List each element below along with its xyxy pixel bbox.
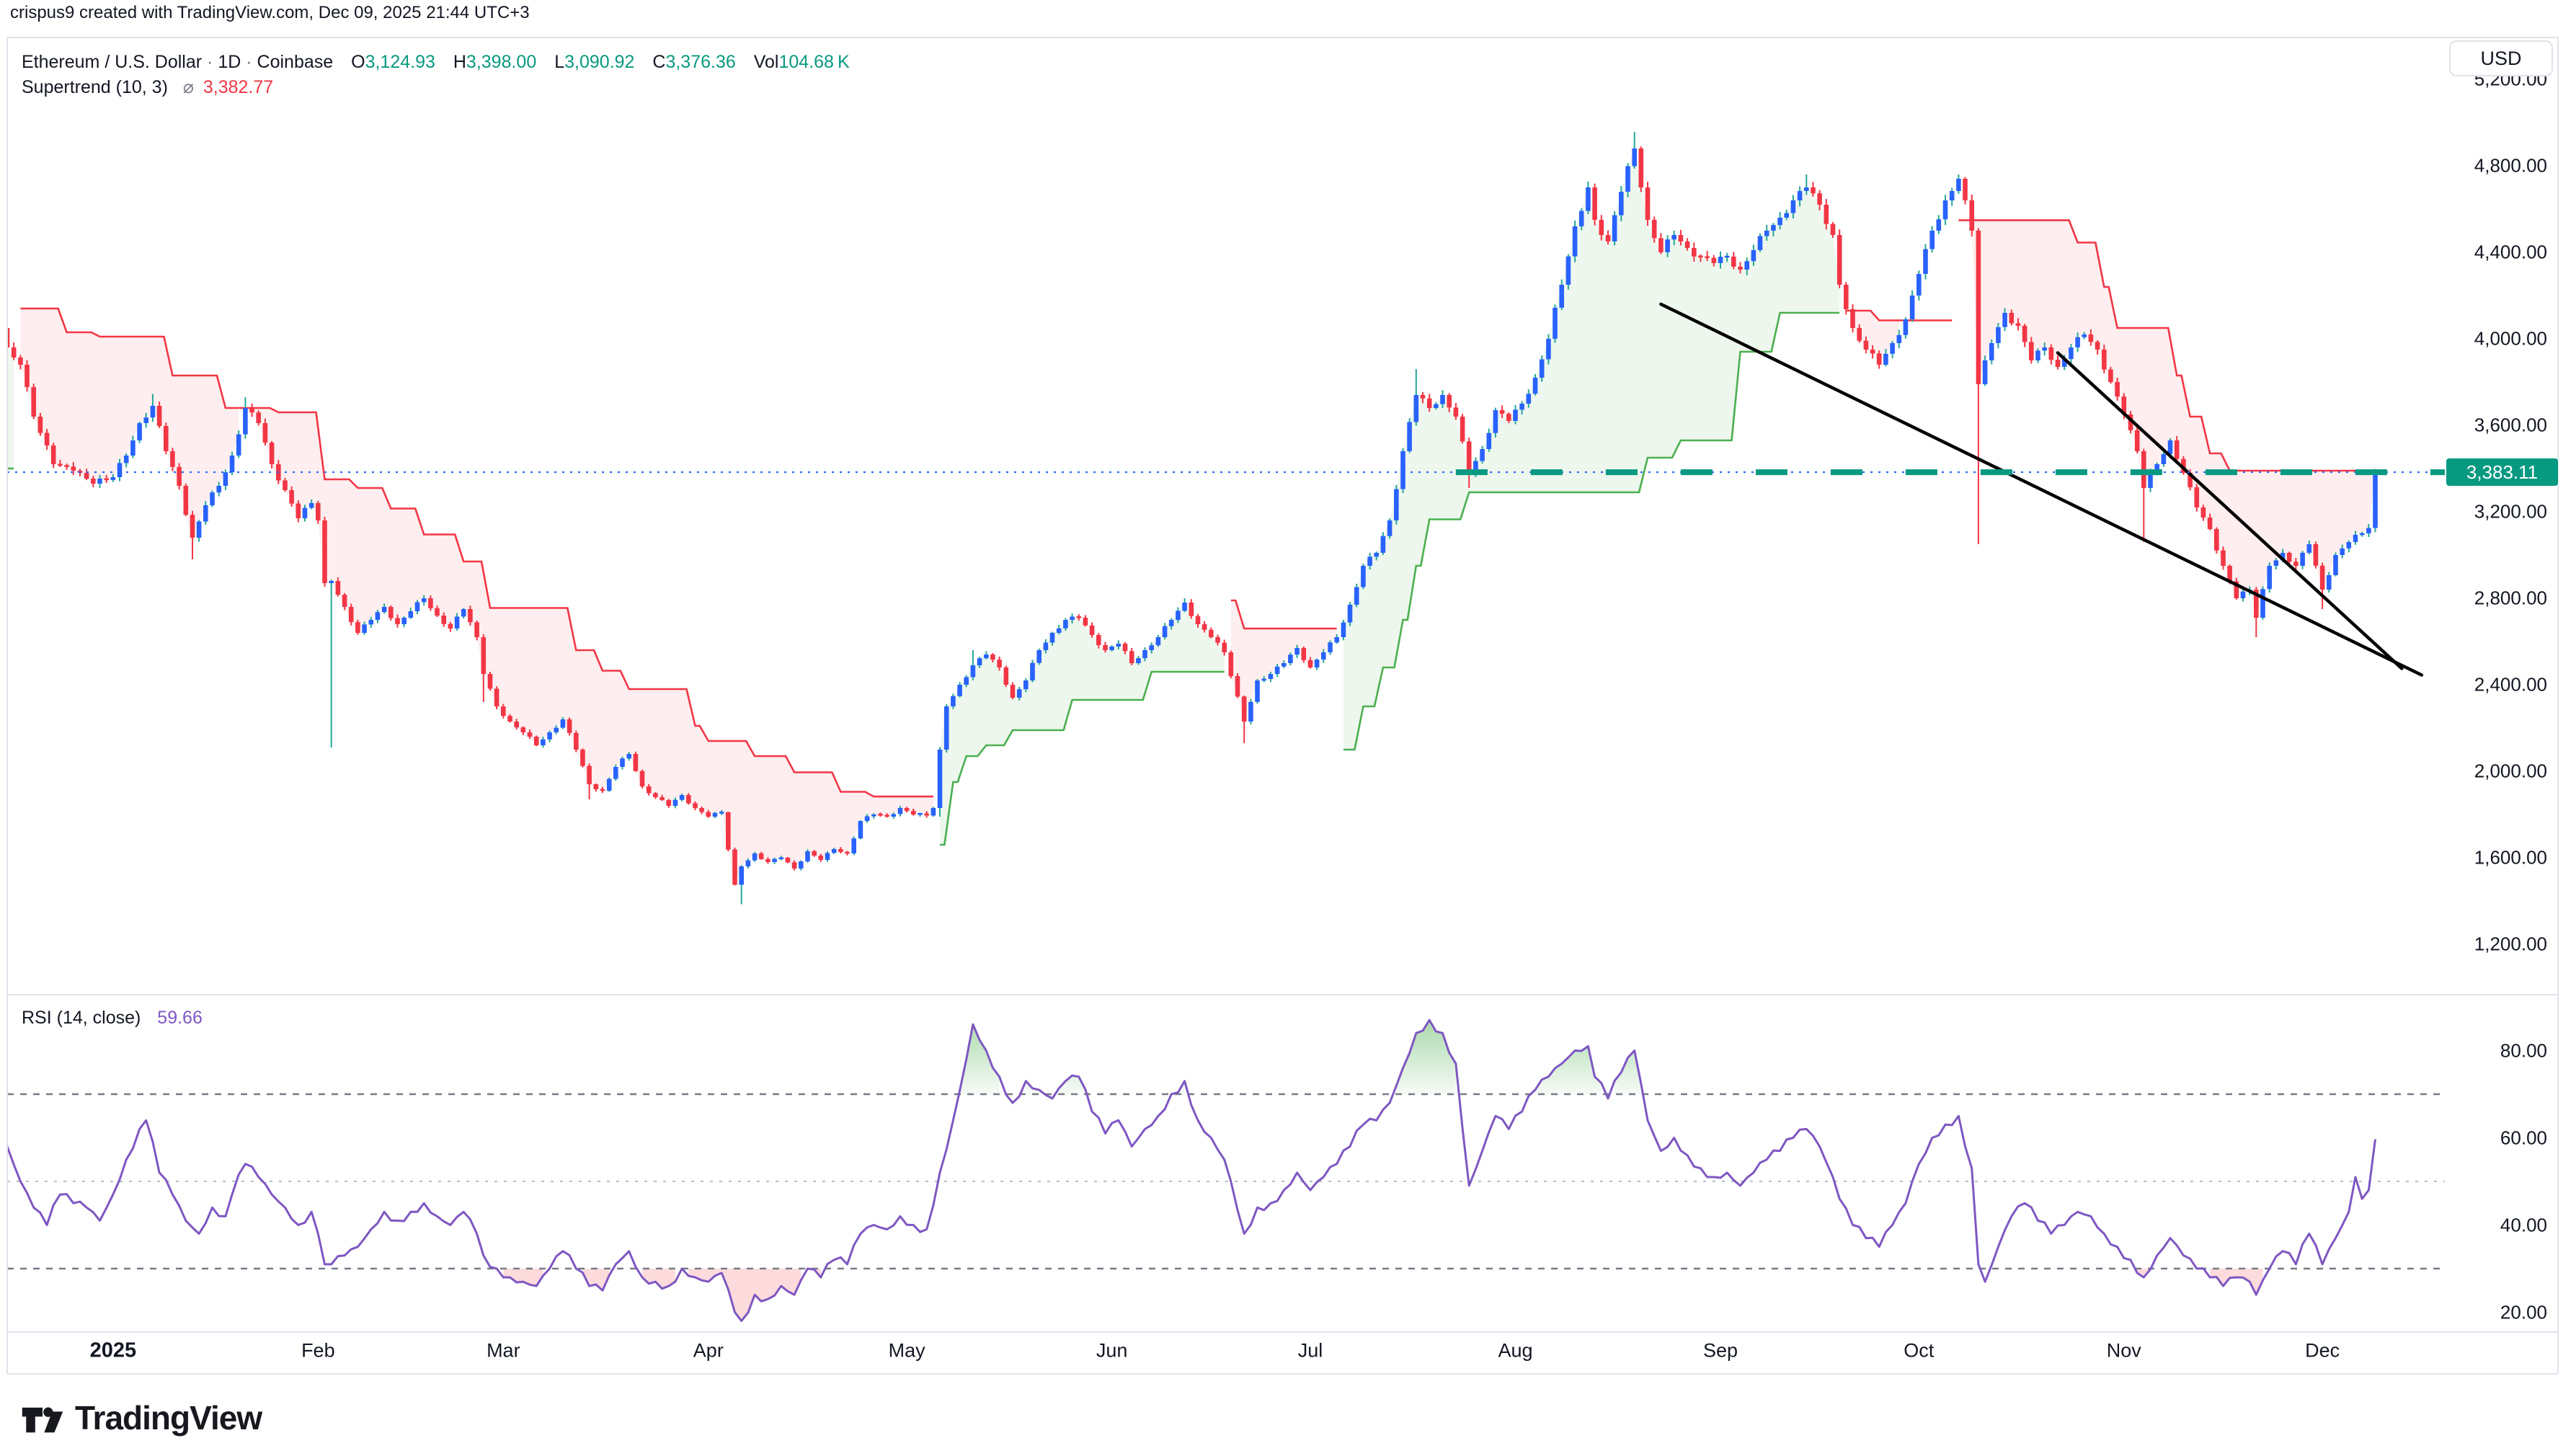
high-label: H	[453, 52, 466, 72]
price-tick-4800: 4,800.00	[2474, 154, 2547, 177]
attribution-text: crispus9 created with TradingView.com, D…	[10, 3, 530, 22]
close-value: 3,376.36	[665, 52, 736, 72]
avg-symbol: ⌀	[182, 77, 194, 97]
time-axis[interactable]	[7, 1332, 2558, 1374]
currency-usd-button[interactable]: USD	[2449, 40, 2553, 76]
time-label-Mar: Mar	[487, 1339, 520, 1362]
time-label-May: May	[888, 1339, 925, 1362]
price-tick-2000: 2,000.00	[2474, 760, 2547, 782]
time-label-Feb: Feb	[301, 1339, 335, 1362]
price-tick-3600: 3,600.00	[2474, 414, 2547, 436]
close-label: C	[652, 52, 666, 72]
supertrend-label[interactable]: Supertrend (10, 3)	[22, 77, 168, 97]
rsi-tick-40: 40.00	[2500, 1214, 2547, 1235]
low-value: 3,090.92	[564, 52, 635, 72]
tradingview-logo[interactable]: TradingView	[22, 1398, 262, 1437]
indicator-legend[interactable]: Supertrend (10, 3) ⌀ 3,382.77	[22, 76, 273, 98]
price-tick-2400: 2,400.00	[2474, 673, 2547, 696]
rsi-value: 59.66	[157, 1008, 203, 1028]
low-label: L	[554, 52, 565, 72]
exchange-label: Coinbase	[257, 52, 334, 72]
open-label: O	[351, 52, 365, 72]
symbol-legend[interactable]: Ethereum / U.S. Dollar · 1D · Coinbase O…	[22, 52, 850, 73]
rsi-tick-80: 80.00	[2500, 1039, 2547, 1061]
price-tick-1200: 1,200.00	[2474, 933, 2547, 955]
rsi-tick-20: 20.00	[2500, 1301, 2547, 1323]
time-label-Dec: Dec	[2305, 1339, 2340, 1362]
price-tick-3200: 3,200.00	[2474, 500, 2547, 523]
time-label-Jul: Jul	[1297, 1339, 1323, 1362]
open-value: 3,124.93	[365, 52, 435, 72]
volume-label: Vol	[753, 52, 779, 72]
time-label-Apr: Apr	[693, 1339, 724, 1362]
interval-label: 1D	[218, 52, 241, 72]
tradingview-logo-icon	[22, 1407, 63, 1433]
price-tick-2800: 2,800.00	[2474, 587, 2547, 609]
high-value: 3,398.00	[466, 52, 537, 72]
tradingview-logo-text: TradingView	[75, 1399, 262, 1437]
volume-value: 104.68 K	[778, 52, 850, 72]
rsi-tick-60: 60.00	[2500, 1127, 2547, 1148]
price-tick-4000: 4,000.00	[2474, 327, 2547, 350]
time-label-Nov: Nov	[2106, 1339, 2141, 1362]
last-price-badge[interactable]: 3,383.11	[2446, 458, 2558, 486]
symbol-title[interactable]: Ethereum / U.S. Dollar · 1D · Coinbase	[22, 52, 334, 72]
price-tick-4400: 4,400.00	[2474, 241, 2547, 263]
price-pane[interactable]	[5, 132, 2445, 905]
rsi-legend[interactable]: RSI (14, close) 59.66	[22, 1008, 203, 1029]
time-label-Oct: Oct	[1904, 1339, 1935, 1362]
rsi-label[interactable]: RSI (14, close)	[22, 1008, 141, 1028]
supertrend-value: 3,382.77	[203, 77, 274, 97]
pane-borders	[6, 37, 2559, 1375]
time-label-2025: 2025	[89, 1339, 137, 1362]
time-label-Sep: Sep	[1702, 1339, 1738, 1362]
time-label-Aug: Aug	[1498, 1339, 1533, 1362]
time-label-Jun: Jun	[1096, 1339, 1128, 1362]
rsi-pane[interactable]	[7, 1018, 2445, 1323]
price-tick-1600: 1,600.00	[2474, 846, 2547, 869]
